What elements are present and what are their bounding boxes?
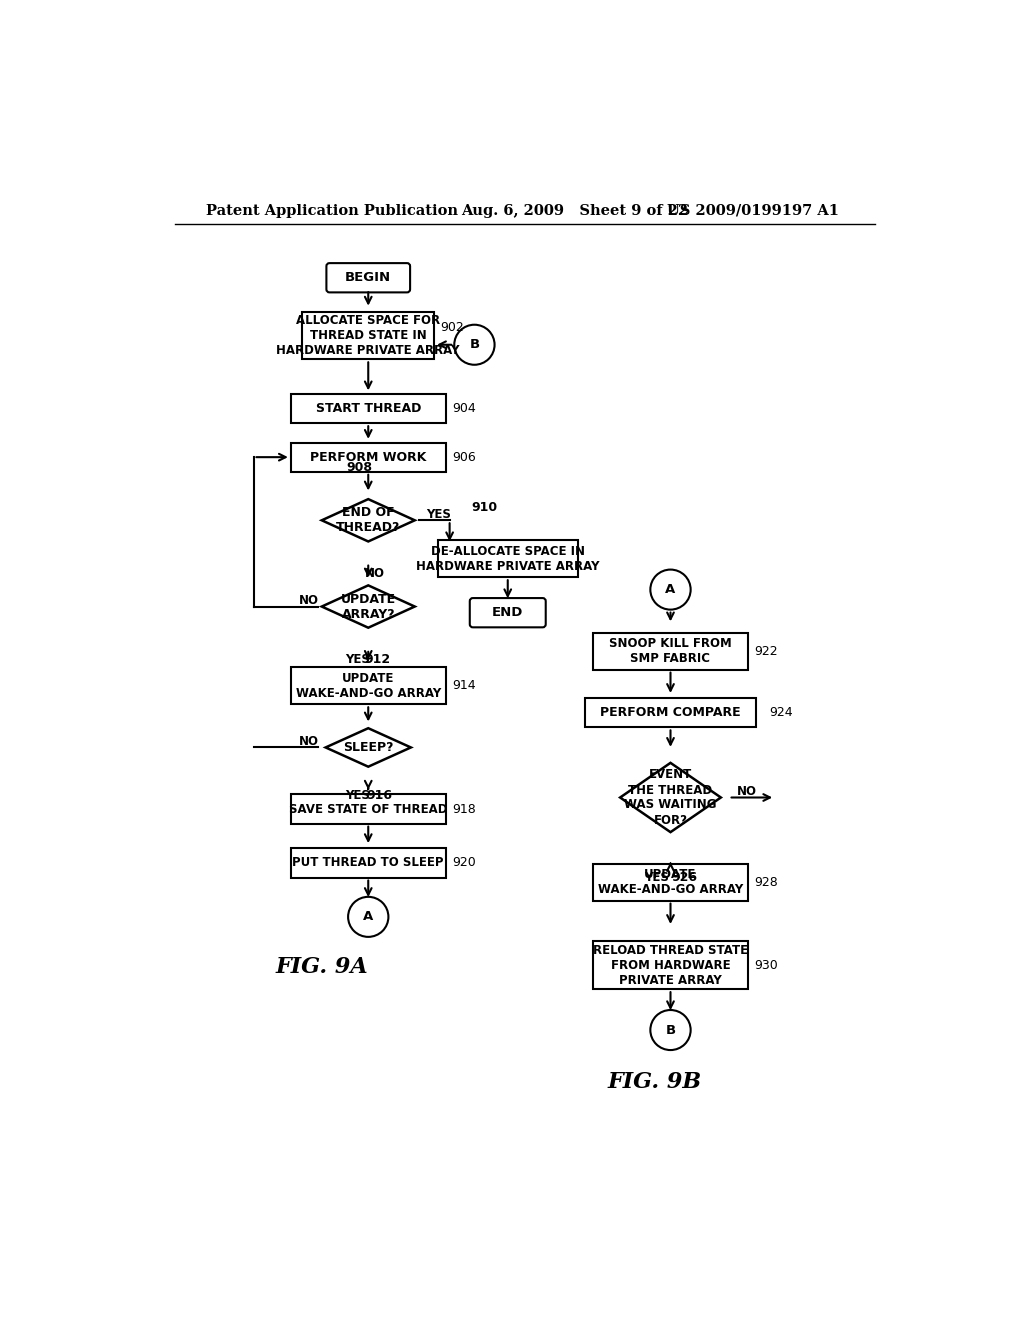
Text: END OF
THREAD?: END OF THREAD? <box>336 507 400 535</box>
Polygon shape <box>322 585 415 628</box>
Text: SNOOP KILL FROM
SMP FABRIC: SNOOP KILL FROM SMP FABRIC <box>609 638 732 665</box>
Text: YES: YES <box>345 789 370 803</box>
Text: PUT THREAD TO SLEEP: PUT THREAD TO SLEEP <box>293 857 444 870</box>
Text: NO: NO <box>365 566 384 579</box>
FancyBboxPatch shape <box>470 598 546 627</box>
Text: 912: 912 <box>365 653 390 667</box>
Text: 904: 904 <box>452 403 476 416</box>
Text: YES: YES <box>426 508 452 520</box>
Circle shape <box>650 570 690 610</box>
Text: UPDATE
WAKE-AND-GO ARRAY: UPDATE WAKE-AND-GO ARRAY <box>598 869 743 896</box>
Text: 906: 906 <box>452 450 476 463</box>
Circle shape <box>650 1010 690 1051</box>
Text: PERFORM COMPARE: PERFORM COMPARE <box>600 706 740 719</box>
Text: EVENT
THE THREAD
WAS WAITING
FOR?: EVENT THE THREAD WAS WAITING FOR? <box>625 768 717 826</box>
Text: UPDATE
WAKE-AND-GO ARRAY: UPDATE WAKE-AND-GO ARRAY <box>296 672 441 700</box>
Text: 926: 926 <box>672 871 697 884</box>
Text: ALLOCATE SPACE FOR
THREAD STATE IN
HARDWARE PRIVATE ARRAY: ALLOCATE SPACE FOR THREAD STATE IN HARDW… <box>276 314 460 356</box>
Text: 918: 918 <box>452 803 476 816</box>
Text: FIG. 9A: FIG. 9A <box>275 956 368 978</box>
Text: 916: 916 <box>367 789 392 803</box>
Text: YES: YES <box>345 653 370 667</box>
Text: PERFORM WORK: PERFORM WORK <box>310 450 426 463</box>
Text: YES: YES <box>644 871 669 884</box>
Text: NO: NO <box>736 785 757 797</box>
Text: 908: 908 <box>346 461 372 474</box>
FancyBboxPatch shape <box>291 395 445 424</box>
Text: 922: 922 <box>755 644 778 657</box>
FancyBboxPatch shape <box>291 442 445 471</box>
Text: Aug. 6, 2009   Sheet 9 of 22: Aug. 6, 2009 Sheet 9 of 22 <box>461 203 688 218</box>
FancyBboxPatch shape <box>438 540 578 577</box>
FancyBboxPatch shape <box>291 795 445 824</box>
FancyBboxPatch shape <box>327 263 410 293</box>
Text: SAVE STATE OF THREAD: SAVE STATE OF THREAD <box>289 803 447 816</box>
Text: A: A <box>364 911 374 924</box>
FancyBboxPatch shape <box>302 312 434 359</box>
Text: END: END <box>493 606 523 619</box>
FancyBboxPatch shape <box>291 668 445 705</box>
Text: B: B <box>469 338 479 351</box>
Text: SLEEP?: SLEEP? <box>343 741 393 754</box>
Circle shape <box>348 896 388 937</box>
Text: 924: 924 <box>770 706 794 719</box>
Text: 902: 902 <box>440 321 464 334</box>
Text: 920: 920 <box>452 857 476 870</box>
Text: DE-ALLOCATE SPACE IN
HARDWARE PRIVATE ARRAY: DE-ALLOCATE SPACE IN HARDWARE PRIVATE AR… <box>416 545 599 573</box>
FancyBboxPatch shape <box>586 698 756 727</box>
Circle shape <box>455 325 495 364</box>
FancyBboxPatch shape <box>593 632 748 669</box>
Text: 910: 910 <box>471 502 498 515</box>
Text: FIG. 9B: FIG. 9B <box>608 1072 702 1093</box>
Text: BEGIN: BEGIN <box>345 271 391 284</box>
Text: RELOAD THREAD STATE
FROM HARDWARE
PRIVATE ARRAY: RELOAD THREAD STATE FROM HARDWARE PRIVAT… <box>593 944 749 987</box>
Text: US 2009/0199197 A1: US 2009/0199197 A1 <box>667 203 839 218</box>
Polygon shape <box>326 729 411 767</box>
Text: NO: NO <box>299 594 318 607</box>
FancyBboxPatch shape <box>593 941 748 989</box>
Text: UPDATE
ARRAY?: UPDATE ARRAY? <box>341 593 396 620</box>
Text: START THREAD: START THREAD <box>315 403 421 416</box>
Text: 930: 930 <box>755 958 778 972</box>
FancyBboxPatch shape <box>593 863 748 900</box>
Text: A: A <box>666 583 676 597</box>
Text: 928: 928 <box>755 875 778 888</box>
Polygon shape <box>322 499 415 541</box>
Text: NO: NO <box>299 735 318 748</box>
Text: 914: 914 <box>452 680 475 693</box>
Text: B: B <box>666 1023 676 1036</box>
Text: Patent Application Publication: Patent Application Publication <box>206 203 458 218</box>
FancyBboxPatch shape <box>291 849 445 878</box>
Polygon shape <box>621 763 721 832</box>
